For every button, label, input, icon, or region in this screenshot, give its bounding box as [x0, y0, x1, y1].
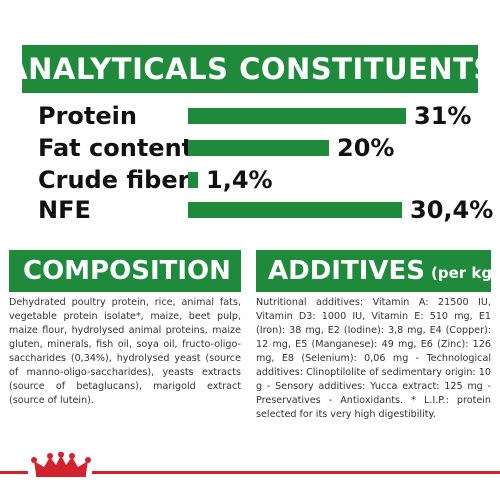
nutrient-label-nfe: NFE [38, 196, 91, 224]
nutrient-label-fat: Fat content [38, 134, 194, 162]
analytics-title-text: ANALYTICALS CONSTITUENTS [22, 52, 478, 86]
composition-text: Dehydrated poultry protein, rice, animal… [9, 297, 241, 406]
nutrient-label-fiber: Crude fiber [38, 166, 190, 194]
nutrient-bar-nfe [188, 202, 402, 218]
footer-divider-left [0, 471, 28, 474]
nutrient-bar-fat [188, 140, 329, 156]
nutrient-bar-fiber [188, 172, 198, 188]
royal-crown-icon [31, 452, 91, 477]
nutrient-value-protein: 31% [414, 102, 472, 130]
nutrient-value-fat: 20% [337, 134, 395, 162]
nutrient-bar-protein [188, 108, 406, 124]
additives-title-text: ADDITIVES [268, 256, 425, 286]
additives-text: Nutritional additives: Vitamin A: 21500 … [256, 297, 491, 420]
nutrient-label-protein: Protein [38, 102, 137, 130]
composition-title: COMPOSITION [9, 250, 241, 292]
analytics-title: ANALYTICALS CONSTITUENTS [22, 45, 478, 93]
composition-title-text: COMPOSITION [23, 256, 231, 286]
nutrient-value-fiber: 1,4% [206, 166, 273, 194]
nutrient-value-nfe: 30,4% [410, 196, 494, 224]
additives-title: ADDITIVES (per kg) [256, 250, 491, 292]
additives-subtitle: (per kg) [430, 264, 491, 282]
footer-divider-right [92, 471, 500, 474]
